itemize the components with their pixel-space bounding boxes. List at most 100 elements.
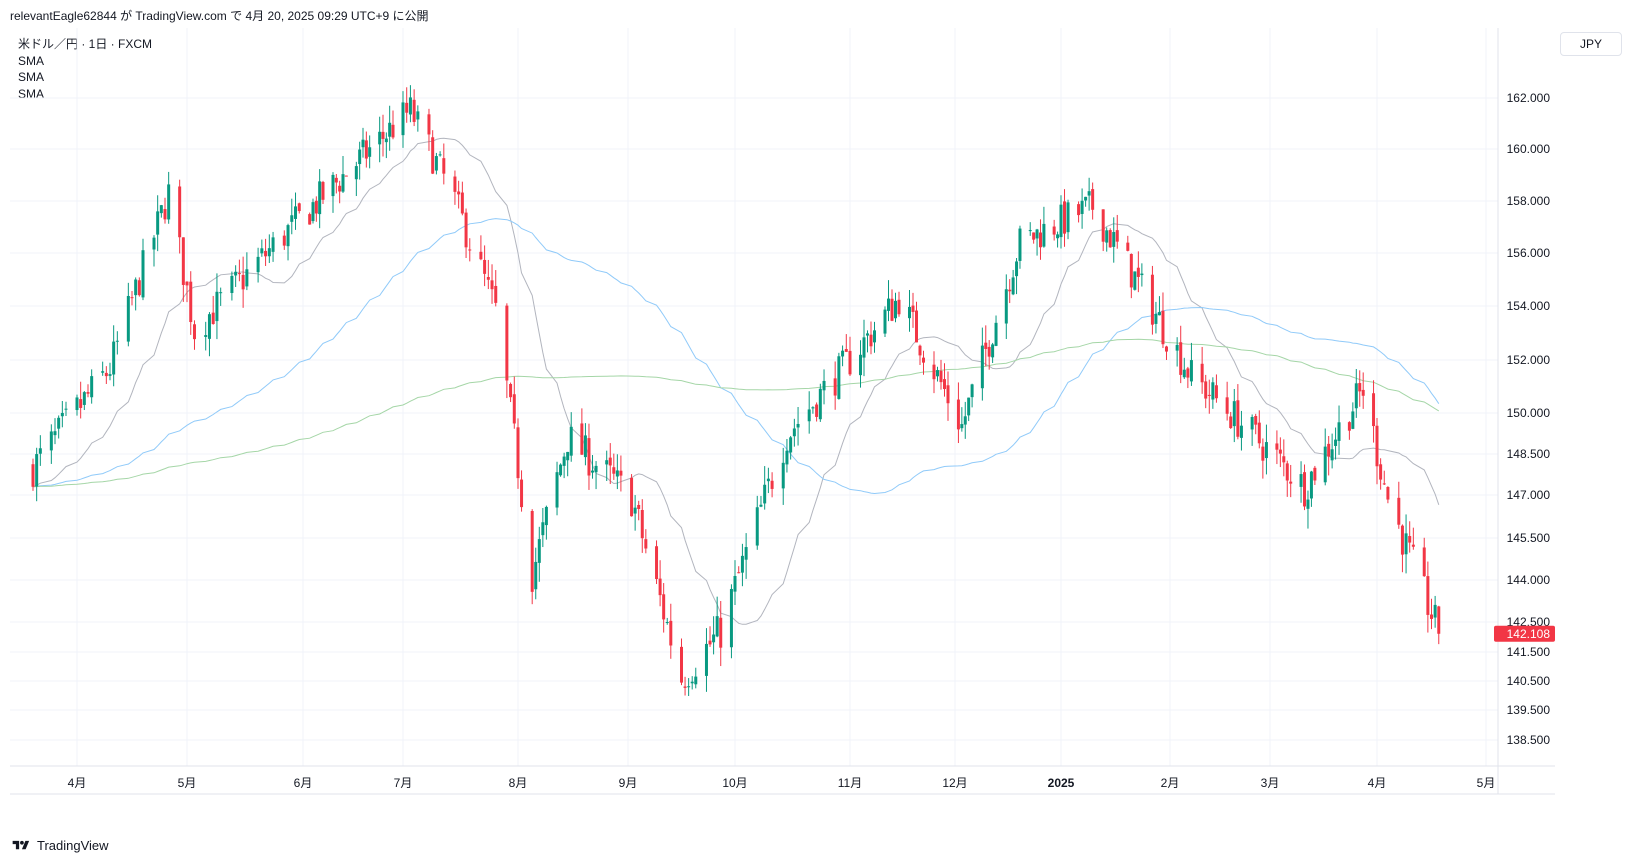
candle xyxy=(1372,380,1376,443)
candle xyxy=(388,105,392,151)
candle xyxy=(334,174,338,194)
candle xyxy=(512,376,516,429)
price-tick-label: 162.000 xyxy=(1507,91,1551,105)
candle xyxy=(460,181,464,216)
candle xyxy=(1052,219,1056,241)
candle xyxy=(1334,427,1338,460)
candle-body xyxy=(101,371,105,373)
candle-body xyxy=(1154,313,1158,324)
time-tick-label: 2月 xyxy=(1161,776,1180,790)
candle xyxy=(391,110,395,140)
candle-body xyxy=(608,457,612,466)
tradingview-logo[interactable]: TradingView xyxy=(10,838,109,853)
candle xyxy=(936,366,939,382)
candle xyxy=(368,135,372,169)
candle xyxy=(637,500,641,521)
sma-indicator-1[interactable]: SMA xyxy=(18,53,45,68)
candle xyxy=(156,195,160,252)
candle-body xyxy=(640,509,644,539)
candle xyxy=(1375,417,1379,485)
candle xyxy=(1278,437,1282,468)
candle xyxy=(669,603,673,659)
candle xyxy=(883,306,887,338)
candle xyxy=(311,198,315,224)
candle-body xyxy=(344,175,348,177)
candle xyxy=(566,451,570,477)
candle-body xyxy=(1330,449,1334,461)
candle-body xyxy=(1299,474,1303,487)
candle xyxy=(1032,232,1036,244)
candle-body xyxy=(1400,525,1404,555)
sma-indicator-3[interactable]: SMA xyxy=(18,86,45,101)
candle xyxy=(1236,384,1240,440)
candle xyxy=(946,371,950,421)
candle-body xyxy=(918,345,922,356)
candle xyxy=(241,256,245,308)
candle xyxy=(1379,458,1383,490)
candle-body xyxy=(1361,389,1365,396)
candle-body xyxy=(1204,381,1208,399)
candle xyxy=(234,265,238,287)
candle-body xyxy=(1004,289,1008,324)
candle-body xyxy=(1126,242,1130,251)
candle-body xyxy=(833,378,837,396)
candle xyxy=(1358,370,1362,407)
candle xyxy=(1105,227,1109,252)
candle xyxy=(544,505,548,540)
price-tick-label: 148.500 xyxy=(1507,447,1551,461)
candle-body xyxy=(763,484,767,504)
candle xyxy=(60,401,64,428)
candle-body xyxy=(457,191,461,195)
candle-body xyxy=(1306,499,1310,509)
currency-button[interactable]: JPY xyxy=(1560,32,1622,56)
candle-body xyxy=(922,357,925,363)
candle xyxy=(308,212,312,225)
candle xyxy=(438,151,442,157)
candle xyxy=(789,435,793,460)
candle xyxy=(215,273,219,340)
candle-body xyxy=(1087,191,1091,196)
candle xyxy=(1126,235,1130,252)
candle xyxy=(665,617,669,625)
candle xyxy=(35,447,39,502)
candle-body xyxy=(294,206,298,219)
sma-line-short xyxy=(32,137,1440,625)
candle xyxy=(53,418,57,445)
candle xyxy=(894,292,897,323)
candle xyxy=(807,391,811,434)
candle-body xyxy=(862,337,866,358)
candle xyxy=(1285,460,1289,497)
time-tick-label: 11月 xyxy=(838,776,862,790)
candle-body xyxy=(189,281,193,323)
candle-body xyxy=(115,340,119,342)
candle-body xyxy=(1179,342,1183,375)
candle xyxy=(1386,486,1390,504)
candle-body xyxy=(807,409,811,422)
candle-body xyxy=(883,309,887,334)
candle xyxy=(967,397,971,422)
price-tick-label: 154.000 xyxy=(1507,299,1551,313)
candle-body xyxy=(1282,456,1286,463)
candle xyxy=(690,676,694,690)
candle xyxy=(1330,433,1334,469)
candle xyxy=(862,319,866,377)
candle-body xyxy=(594,465,598,473)
candle xyxy=(1154,301,1158,334)
candle-body xyxy=(368,147,372,157)
candle xyxy=(991,342,995,364)
candle-body xyxy=(90,376,94,398)
candle xyxy=(1150,265,1154,335)
symbol-title[interactable]: 米ドル／円 · 1日 · FXCM xyxy=(18,37,152,51)
sma-indicator-2[interactable]: SMA xyxy=(18,70,45,84)
candle xyxy=(361,127,365,158)
candle-body xyxy=(438,154,442,156)
candle xyxy=(1239,410,1243,451)
candle xyxy=(837,352,841,400)
candle-body xyxy=(936,370,939,377)
candle xyxy=(207,312,211,357)
candle-body xyxy=(516,427,520,479)
candle xyxy=(1018,225,1022,269)
candle-body xyxy=(505,305,509,381)
candle xyxy=(516,418,520,489)
